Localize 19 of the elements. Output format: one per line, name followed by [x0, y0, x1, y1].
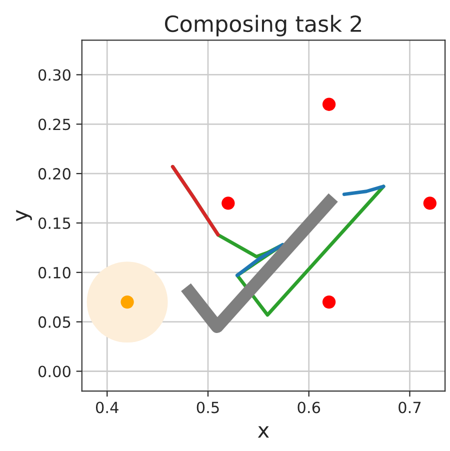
chart-title: Composing task 2: [165, 14, 361, 36]
y-tick-label: 0.25: [38, 118, 70, 130]
x-tick-label: 0.6: [298, 402, 320, 414]
y-tick-label: 0.05: [38, 316, 70, 328]
y-tick-label: 0.00: [38, 366, 70, 378]
y-tick-label: 0.20: [38, 168, 70, 180]
point: [120, 295, 134, 309]
point: [222, 196, 235, 210]
y-tick-label: 0.15: [38, 217, 70, 230]
y-tick-label: 0.30: [38, 69, 70, 81]
point: [322, 295, 336, 309]
point: [423, 196, 437, 210]
x-axis-title: x: [258, 426, 269, 438]
point: [322, 98, 336, 111]
y-tick-label: 0.10: [38, 266, 70, 278]
x-tick-label: 0.7: [398, 402, 421, 414]
y-axis-title: y: [16, 210, 32, 222]
x-tick-label: 0.4: [96, 402, 118, 414]
x-tick-label: 0.5: [196, 402, 219, 414]
